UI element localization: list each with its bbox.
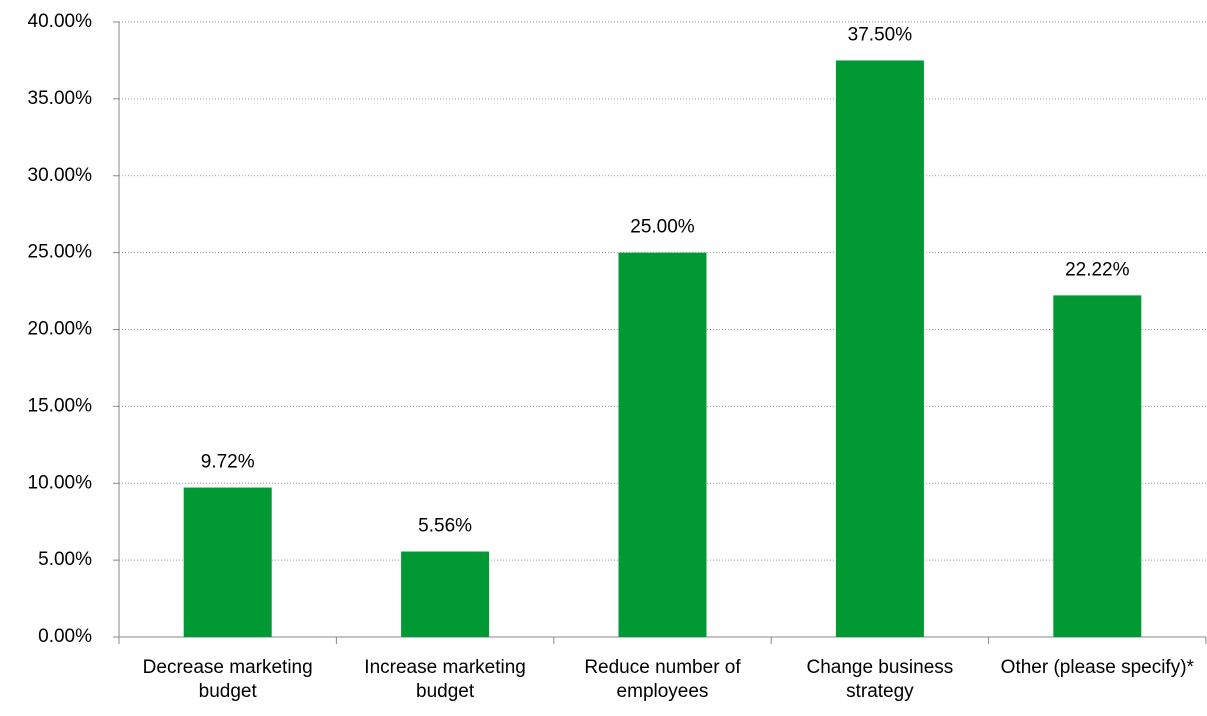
y-tick-label: 10.00%: [28, 472, 93, 493]
y-tick-label: 20.00%: [28, 319, 93, 340]
value-label: 5.56%: [418, 516, 472, 537]
x-tick-label: Increase marketing budget: [364, 657, 526, 702]
value-label: 37.50%: [848, 24, 913, 45]
x-tick-label: Decrease marketing budget: [142, 657, 313, 702]
bar: [183, 487, 272, 637]
y-tick-label: 25.00%: [28, 242, 93, 263]
value-label: 25.00%: [630, 217, 695, 238]
bar: [401, 551, 490, 637]
y-tick-label: 15.00%: [28, 395, 93, 416]
y-tick-label: 30.00%: [28, 165, 93, 186]
bar: [835, 60, 924, 637]
y-tick-label: 5.00%: [38, 549, 92, 570]
x-tick-label: Reduce number of employees: [584, 657, 741, 702]
x-tick-label: Other (please specify)*: [1000, 657, 1194, 678]
value-label: 9.72%: [201, 452, 255, 473]
y-tick-label: 0.00%: [38, 626, 92, 647]
bar: [1053, 295, 1142, 637]
x-tick-label: Change business strategy: [806, 657, 954, 702]
y-tick-label: 40.00%: [28, 11, 93, 32]
value-label: 22.22%: [1065, 259, 1130, 280]
bar: [618, 252, 707, 637]
y-tick-label: 35.00%: [28, 88, 93, 109]
